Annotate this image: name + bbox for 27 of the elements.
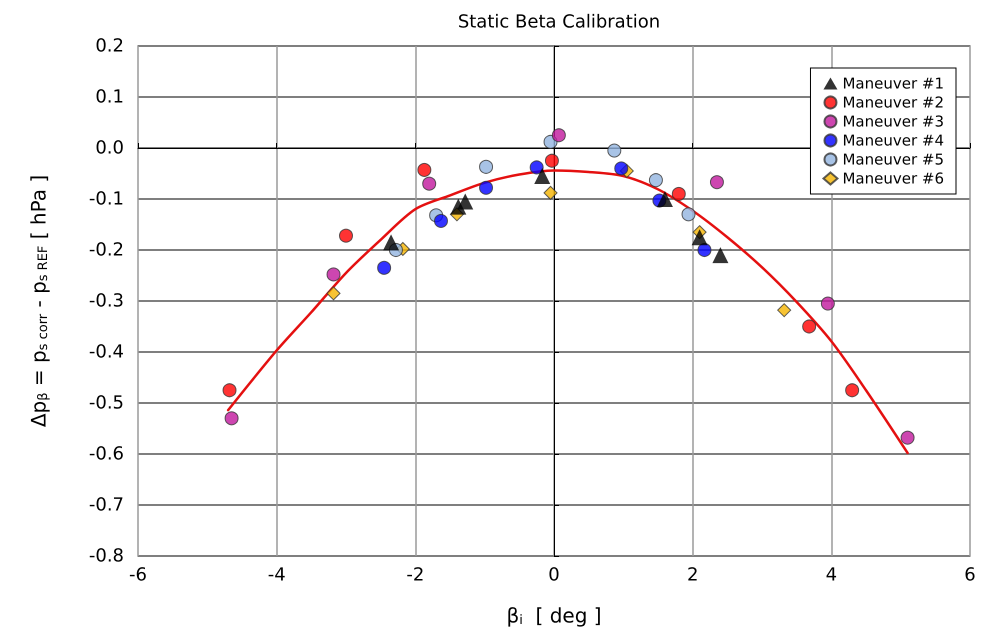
x-tick-label: 2	[686, 564, 698, 586]
y-tick-label: -0.1	[88, 188, 124, 210]
y-tick-label: 0.0	[95, 138, 124, 158]
legend-label: Maneuver #1	[842, 74, 944, 92]
y-tick-label: 0.1	[95, 86, 124, 108]
x-tick-label: -6	[129, 564, 147, 586]
y-tick-label: -0.2	[88, 240, 124, 260]
y-tick-label: -0.4	[88, 342, 124, 362]
x-axis-title: βi [ deg ]	[506, 604, 602, 628]
y-tick-label: -0.6	[88, 444, 124, 464]
y-tick-label: -0.8	[88, 546, 124, 566]
y-tick-label: -0.5	[88, 392, 124, 414]
legend-label: Maneuver #2	[842, 94, 944, 112]
x-tick-label: 0	[548, 564, 560, 586]
x-tick-label: -4	[268, 564, 286, 586]
legend-label: Maneuver #3	[842, 112, 944, 130]
legend-label: Maneuver #5	[842, 150, 944, 168]
y-tick-label: 0.2	[95, 36, 124, 56]
x-tick-label: 4	[826, 564, 838, 586]
y-tick-label: -0.7	[88, 494, 124, 516]
legend-label: Maneuver #6	[842, 170, 944, 188]
legend-label: Maneuver #4	[842, 132, 944, 150]
y-tick-label: -0.3	[88, 290, 124, 312]
chart-title: Static Beta Calibration	[458, 12, 660, 32]
x-tick-label: -2	[406, 564, 424, 586]
x-tick-label: 6	[964, 564, 976, 586]
y-axis-title: Δpβ = ps corr - ps REF [ hPa ]	[26, 174, 51, 428]
